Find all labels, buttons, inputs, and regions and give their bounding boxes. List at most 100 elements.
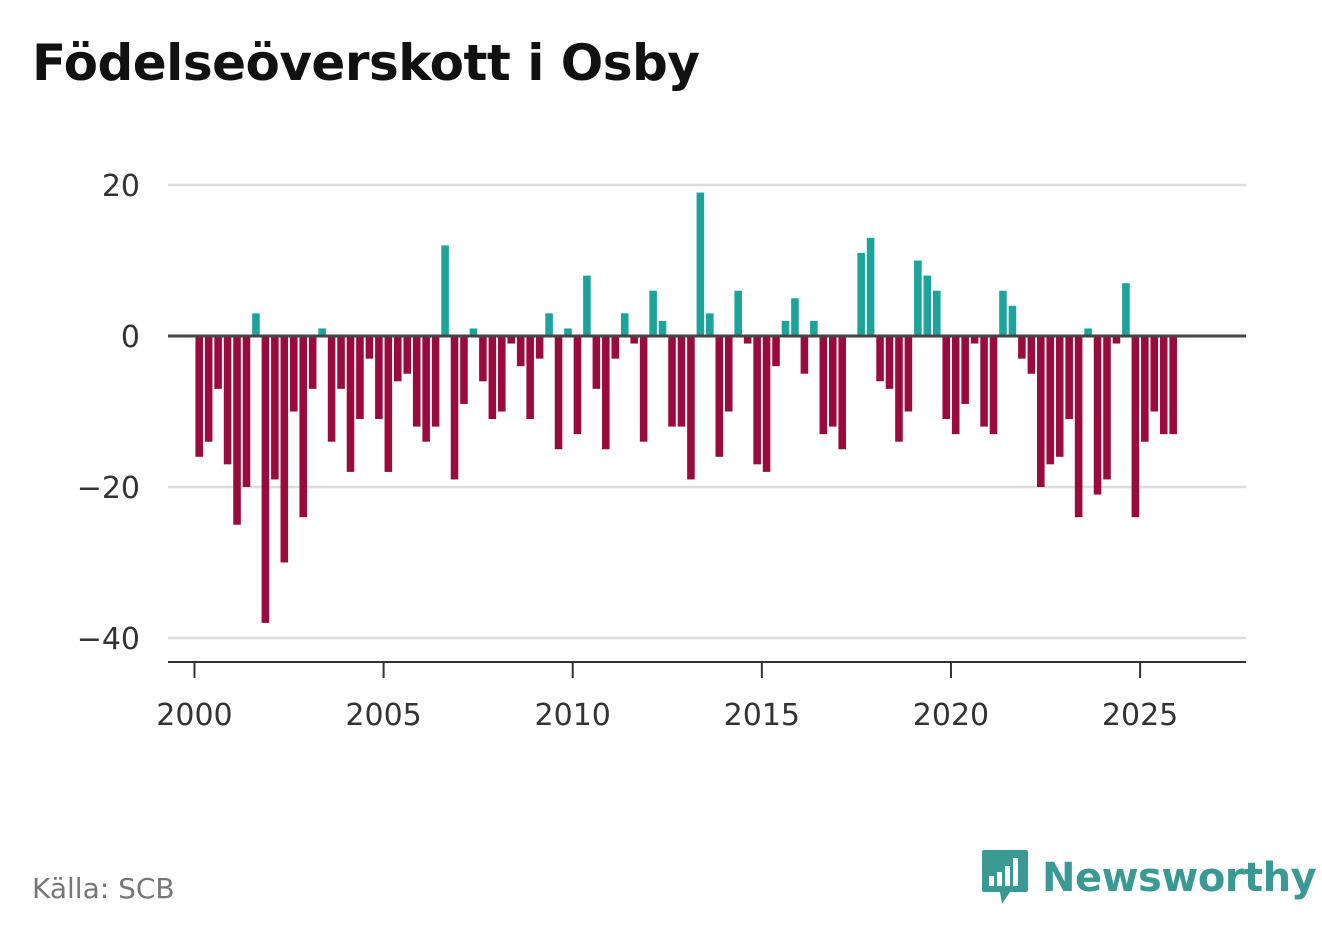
bar [1131, 336, 1140, 518]
bar [989, 336, 998, 435]
bar [611, 336, 620, 359]
bar [828, 336, 837, 427]
bar [904, 336, 913, 412]
bar [734, 290, 742, 336]
bar [876, 336, 884, 382]
bar [526, 336, 534, 420]
bar [970, 336, 979, 344]
x-tick-label: 2025 [1102, 698, 1178, 733]
bar [895, 336, 903, 442]
bar [1112, 336, 1121, 344]
bar [412, 336, 421, 427]
bar [677, 336, 686, 427]
x-tick-label: 2005 [345, 698, 421, 733]
bar [1018, 336, 1026, 359]
bar [1159, 336, 1168, 435]
bar [214, 336, 222, 389]
x-axis: 2000 2005 2010 2015 2020 2025 [156, 662, 1178, 733]
bar [545, 313, 553, 336]
bar [280, 336, 289, 563]
grid-lines [168, 183, 1246, 640]
bar [564, 328, 572, 336]
bar [1074, 336, 1083, 518]
bar [602, 336, 610, 450]
x-tick-label: 2020 [913, 698, 989, 733]
bar [498, 336, 506, 412]
bar [791, 298, 799, 336]
bar [346, 336, 355, 472]
bar [658, 320, 667, 336]
bar [866, 237, 875, 336]
bar [535, 336, 544, 359]
bar [980, 336, 988, 427]
bar [1065, 336, 1073, 420]
bar [743, 336, 752, 344]
bar [261, 336, 270, 623]
bar [271, 336, 279, 480]
bar [460, 336, 468, 404]
bar [1008, 305, 1017, 336]
bar [923, 275, 932, 336]
bar [800, 336, 809, 374]
chart-svg: 20 0 −20 −40 2000 2005 2010 2015 2020 2025 [77, 169, 1246, 733]
bars [195, 192, 1177, 623]
bar [1037, 336, 1045, 487]
x-tick-label: 2000 [156, 698, 232, 733]
bar [810, 320, 818, 336]
logo-text: Newsworthy [1042, 855, 1317, 901]
bar [1084, 328, 1092, 336]
x-tick-label: 2015 [724, 698, 800, 733]
bar [308, 336, 317, 389]
bar [516, 336, 525, 367]
bar [583, 275, 591, 336]
bar [724, 336, 733, 412]
bar [394, 336, 402, 382]
bar [469, 328, 478, 336]
bar [384, 336, 393, 472]
bar [195, 336, 203, 457]
source-label: Källa: SCB [32, 872, 175, 905]
bar [1055, 336, 1064, 457]
bar [573, 336, 582, 435]
bar [592, 336, 601, 389]
bar [649, 290, 657, 336]
bar [951, 336, 960, 435]
bar [327, 336, 336, 442]
bar [620, 313, 629, 336]
bar [479, 336, 487, 382]
bar [365, 336, 374, 359]
bar [431, 336, 440, 427]
bar [223, 336, 232, 465]
bar [772, 336, 780, 367]
bar [554, 336, 563, 450]
bar [204, 336, 213, 442]
bar [668, 336, 676, 427]
y-tick-label: −40 [77, 622, 140, 657]
bar [706, 313, 714, 336]
bar [933, 290, 941, 336]
bar [838, 336, 847, 450]
bar [1093, 336, 1102, 495]
bar [914, 260, 922, 336]
x-tick-label: 2010 [535, 698, 611, 733]
bar [403, 336, 412, 374]
bar [422, 336, 430, 442]
bar [630, 336, 638, 344]
bar [299, 336, 308, 518]
bar [696, 192, 705, 336]
bar [885, 336, 894, 389]
bar [1150, 336, 1159, 412]
bar [819, 336, 828, 435]
bar [857, 252, 865, 336]
bar [252, 313, 260, 336]
bar [753, 336, 761, 465]
bar [1103, 336, 1111, 480]
bar [450, 336, 459, 480]
y-tick-label: −20 [77, 471, 140, 506]
bar [318, 328, 326, 336]
bar [289, 336, 298, 412]
bar [488, 336, 497, 420]
bar [356, 336, 364, 420]
bar [441, 245, 449, 336]
bar [242, 336, 251, 487]
